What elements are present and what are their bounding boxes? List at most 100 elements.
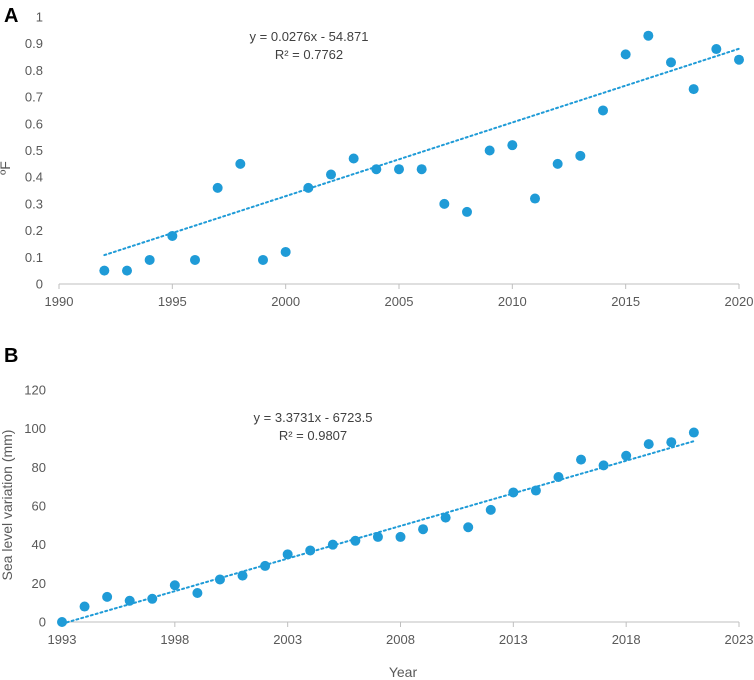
- panel-a-data-point: [688, 84, 699, 95]
- panel-b-y-tick-label: 100: [24, 421, 46, 436]
- panel-a-data-point: [280, 246, 291, 257]
- panel-a-data-point: [416, 164, 427, 175]
- panel-a-data-point: [190, 254, 200, 265]
- panel-a-y-tick-label: 0: [36, 277, 43, 292]
- panel-b-x-tick-label: 2023: [725, 632, 754, 647]
- panel-b-data-point: [214, 574, 225, 585]
- panel-a-trend-equation: y = 0.0276x - 54.871: [250, 29, 369, 44]
- panel-a-data-point: [303, 182, 314, 193]
- panel-b-data-point: [79, 601, 90, 612]
- panel-a-data-point: [462, 206, 472, 217]
- panel-b-x-tick-label: 2008: [386, 632, 415, 647]
- panel-a-data-point: [484, 145, 495, 156]
- panel-b-data-point: [643, 439, 654, 450]
- panel-b-x-tick-label: 2003: [273, 632, 302, 647]
- panel-b-label: B: [4, 345, 18, 367]
- panel-b-data-point: [530, 485, 541, 496]
- panel-a-data-point: [371, 164, 382, 175]
- panel-a-data-point: [235, 158, 246, 169]
- panel-b-data-point: [576, 454, 587, 465]
- panel-a-data-point: [167, 230, 178, 241]
- panel-a-x-tick-label: 2000: [271, 294, 300, 309]
- panel-a-x-tick-label: 2005: [385, 294, 414, 309]
- panel-b-x-axis-title: Year: [389, 664, 418, 680]
- panel-b-x-tick-label: 1998: [160, 632, 189, 647]
- panel-b-x-tick-label: 1993: [48, 632, 77, 647]
- panel-b-trend-equation: y = 3.3731x - 6723.5: [254, 410, 373, 425]
- panel-b-data-point: [102, 591, 113, 602]
- panel-b-x-tick-label: 2013: [499, 632, 528, 647]
- panel-b-data-point: [305, 545, 316, 556]
- panel-b-data-point: [260, 560, 271, 571]
- panel-a-data-point: [122, 265, 132, 276]
- panel-a-data-point: [507, 140, 518, 151]
- panel-a-y-tick-label: 0.6: [25, 116, 43, 131]
- panel-b-data-point: [508, 487, 519, 498]
- panel-a-data-point: [734, 54, 744, 65]
- panel-a-y-tick-label: 0.4: [25, 170, 43, 185]
- panel-b-r-squared: R² = 0.9807: [279, 428, 347, 443]
- panel-a-y-tick-label: 0.8: [25, 63, 43, 78]
- panel-b-data-point: [350, 535, 361, 546]
- panel-b-data-point: [237, 570, 248, 581]
- panel-a-y-tick-label: 0.5: [25, 143, 43, 158]
- panel-b-data-point: [124, 595, 135, 606]
- panel-b-data-point: [395, 531, 406, 542]
- panel-a-x-tick-label: 1990: [45, 294, 74, 309]
- panel-a-r-squared: R² = 0.7762: [275, 47, 343, 62]
- panel-b-y-tick-label: 120: [24, 383, 46, 398]
- panel-a-y-tick-label: 0.1: [25, 250, 43, 265]
- panel-a-y-tick-label: 0.9: [25, 36, 43, 51]
- panel-a-data-point: [530, 193, 540, 204]
- panel-a-x-tick-label: 2015: [611, 294, 640, 309]
- panel-a-x-tick-label: 1995: [158, 294, 187, 309]
- panel-b-data-point: [418, 524, 429, 535]
- panel-a-data-point: [439, 198, 450, 209]
- panel-b-data-point: [598, 460, 609, 471]
- panel-a-y-axis-title: ºF: [0, 161, 13, 175]
- panel-b-y-tick-label: 40: [32, 537, 46, 552]
- panel-b-data-point: [485, 504, 496, 515]
- panel-a-data-point: [643, 30, 654, 41]
- panel-a-data-point: [711, 44, 722, 55]
- panel-a-y-tick-label: 0.3: [25, 196, 43, 211]
- panel-a-data-point: [394, 164, 404, 175]
- panel-a-chart: A 0 0.1 0.2 0.3 0.4 0.5 0.6 0.7 0.8 0.9 1 1990 1995…: [0, 5, 753, 309]
- panel-a-data-point: [144, 254, 155, 265]
- panel-b-data-point: [327, 539, 338, 550]
- panel-b-chart: B 0 20 40 60 80 100 120 1993 1998 2003 2008 2013 20…: [0, 345, 753, 680]
- panel-a-y-tick-label: 1: [36, 10, 43, 25]
- panel-b-data-point: [192, 588, 203, 598]
- panel-b-trendline: [61, 440, 695, 625]
- panel-b-data-point: [463, 522, 474, 533]
- panel-a-y-tick-label: 0.7: [25, 90, 43, 105]
- panel-a-data-point: [212, 182, 223, 193]
- panel-a-label: A: [4, 5, 18, 27]
- panel-b-y-tick-label: 20: [32, 576, 46, 591]
- panel-b-data-point: [169, 580, 180, 591]
- panel-a-x-tick-label: 2020: [725, 294, 754, 309]
- panel-a-trendline: [103, 47, 740, 257]
- panel-a-data-point: [258, 254, 268, 265]
- panel-a-data-point: [575, 150, 586, 161]
- panel-a-data-point: [552, 158, 563, 169]
- panel-a-data-point: [99, 265, 110, 276]
- panel-b-y-tick-label: 0: [39, 615, 46, 630]
- panel-a-data-point: [326, 169, 336, 180]
- panel-a-data-point: [348, 153, 359, 164]
- panel-b-data-point: [147, 593, 158, 604]
- panel-b-data-point: [372, 531, 383, 542]
- panel-b-data-point: [57, 617, 67, 627]
- panel-b-data-point: [282, 549, 293, 560]
- panel-b-y-tick-label: 80: [32, 460, 46, 475]
- panel-b-y-tick-label: 60: [32, 499, 46, 514]
- panel-b-data-point: [688, 427, 699, 438]
- panel-a-data-point: [666, 57, 676, 68]
- panel-b-data-point: [553, 472, 564, 482]
- panel-b-y-axis-title: Sea level variation (mm): [0, 430, 15, 581]
- panel-a-data-point: [598, 105, 608, 116]
- panel-a-x-tick-label: 2010: [498, 294, 527, 309]
- panel-a-y-tick-label: 0.2: [25, 223, 43, 238]
- panel-b-data-point: [666, 437, 677, 448]
